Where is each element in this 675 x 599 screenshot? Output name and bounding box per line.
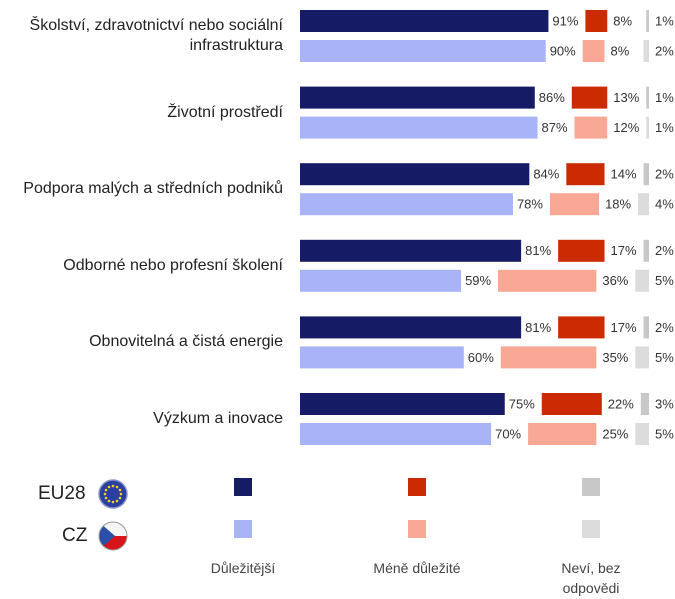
value-label: 90% <box>550 43 576 58</box>
value-label: 1% <box>655 120 674 135</box>
value-label: 81% <box>525 243 551 258</box>
value-label: 1% <box>655 90 674 105</box>
bar-segment <box>300 346 464 369</box>
bar-segment <box>643 239 649 262</box>
category-label: Obnovitelná a čistá energie <box>89 333 283 351</box>
category-label: Výzkum a inovace <box>153 410 283 427</box>
value-label: 5% <box>655 426 674 441</box>
bar-segment <box>574 116 608 139</box>
bar-segment <box>640 393 649 415</box>
value-label: 14% <box>611 167 637 182</box>
value-label: 2% <box>655 320 674 335</box>
bar-segment <box>549 193 600 216</box>
bar-segment <box>643 316 649 339</box>
bar-segment <box>635 346 649 369</box>
bar-segment <box>500 346 597 369</box>
bar-segment <box>643 163 649 186</box>
value-label: 3% <box>655 396 674 411</box>
bar-segment <box>300 269 462 292</box>
value-label: 87% <box>542 120 568 135</box>
bar-segment <box>643 40 649 62</box>
legend-label: Neví, bez odpovědi <box>561 560 621 596</box>
bar-segment <box>300 393 505 415</box>
value-label: 2% <box>655 243 674 258</box>
value-label: 8% <box>611 43 630 58</box>
value-label: 17% <box>611 320 637 335</box>
bar-segment <box>300 239 522 262</box>
legend-row-label: CZ <box>62 525 88 546</box>
bar-segment <box>300 423 492 445</box>
legend-swatch <box>234 478 252 496</box>
value-label: 84% <box>533 167 559 182</box>
value-label: 75% <box>509 396 535 411</box>
value-label: 22% <box>608 396 634 411</box>
legend-swatch <box>582 520 600 538</box>
bar-segment <box>300 40 546 62</box>
bar-segment <box>582 40 605 62</box>
bar-segment <box>571 86 608 109</box>
bar-segment <box>566 163 605 186</box>
bar-segment <box>638 193 649 216</box>
bar-segment <box>558 316 605 339</box>
value-label: 2% <box>655 43 674 58</box>
value-label: 2% <box>655 167 674 182</box>
value-label: 70% <box>495 426 521 441</box>
bar-segment <box>498 269 597 292</box>
legend-label: Důležitější <box>210 560 276 576</box>
bar-segment <box>300 193 513 216</box>
value-label: 12% <box>613 120 639 135</box>
value-label: 17% <box>611 243 637 258</box>
value-label: 86% <box>539 90 565 105</box>
bar-segment <box>300 10 549 32</box>
bar-segment <box>541 393 602 415</box>
bar-segment <box>635 423 649 445</box>
bar-segment <box>300 163 530 186</box>
legend-row-label: EU28 <box>38 483 86 504</box>
legend-swatch <box>408 478 426 496</box>
value-label: 13% <box>613 90 639 105</box>
value-label: 5% <box>655 273 674 288</box>
value-label: 78% <box>517 197 543 212</box>
value-label: 18% <box>605 197 631 212</box>
cz-flag <box>98 521 128 551</box>
bar-segment <box>585 10 608 32</box>
bar-segment <box>635 269 649 292</box>
bar-segment <box>300 116 538 139</box>
value-label: 60% <box>468 350 494 365</box>
bar-segment <box>646 116 649 139</box>
legend-swatch <box>582 478 600 496</box>
bar-segment <box>300 86 535 109</box>
bar-segment <box>300 316 522 339</box>
value-label: 5% <box>655 350 674 365</box>
bar-segment <box>558 239 605 262</box>
value-label: 8% <box>613 13 632 28</box>
category-label: Školství, zdravotnictví nebo sociální in… <box>29 17 283 54</box>
category-label: Odborné nebo profesní školení <box>63 256 283 274</box>
value-label: 91% <box>552 13 578 28</box>
eu-flag <box>98 479 128 509</box>
legend-swatch <box>408 520 426 538</box>
value-label: 1% <box>655 13 674 28</box>
category-label: Podpora malých a středních podniků <box>23 180 283 198</box>
value-label: 25% <box>602 426 628 441</box>
category-label: Životní prostředí <box>167 103 283 121</box>
legend-label: Méně důležité <box>373 560 461 576</box>
bar-segment <box>646 86 649 109</box>
bar-segment <box>646 10 649 32</box>
bar-segment <box>528 423 597 445</box>
value-label: 4% <box>655 197 674 212</box>
value-label: 36% <box>602 273 628 288</box>
legend-swatch <box>234 520 252 538</box>
value-label: 81% <box>525 320 551 335</box>
value-label: 59% <box>465 273 491 288</box>
value-label: 35% <box>602 350 628 365</box>
